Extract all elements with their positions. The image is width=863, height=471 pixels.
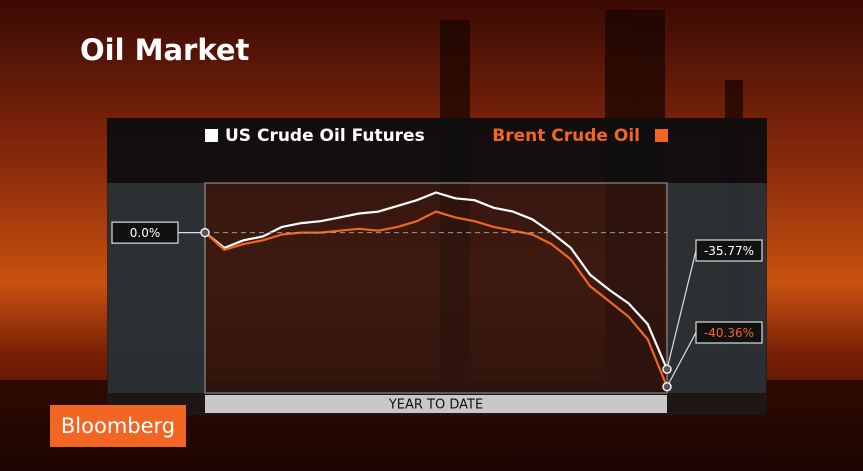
legend-swatch — [655, 129, 668, 142]
right-panel — [667, 183, 766, 393]
legend-strip — [107, 118, 767, 183]
value-label: -40.36% — [704, 326, 754, 340]
value-label: -35.77% — [704, 244, 754, 258]
value-label: 0.0% — [130, 226, 161, 240]
point-marker — [200, 227, 210, 238]
title: Oil Market — [80, 33, 250, 67]
series-line — [204, 210, 669, 388]
brand: Bloomberg — [61, 414, 175, 438]
label-box — [695, 239, 763, 262]
legend-label: Brent Crude Oil — [492, 126, 640, 146]
legend-swatch — [205, 129, 218, 142]
point-marker — [662, 381, 672, 392]
legend-label: US Crude Oil Futures — [225, 126, 425, 146]
x-axis-label: YEAR TO DATE — [388, 398, 483, 413]
label-box — [111, 221, 179, 244]
x-label-bar — [205, 395, 667, 413]
point-marker — [662, 364, 672, 374]
label-box — [695, 321, 763, 344]
brand-box — [50, 405, 186, 447]
label-connector — [666, 332, 697, 388]
label-connector — [666, 250, 697, 370]
left-panel — [108, 183, 205, 393]
plot-area — [204, 182, 668, 394]
series-line — [204, 191, 669, 370]
